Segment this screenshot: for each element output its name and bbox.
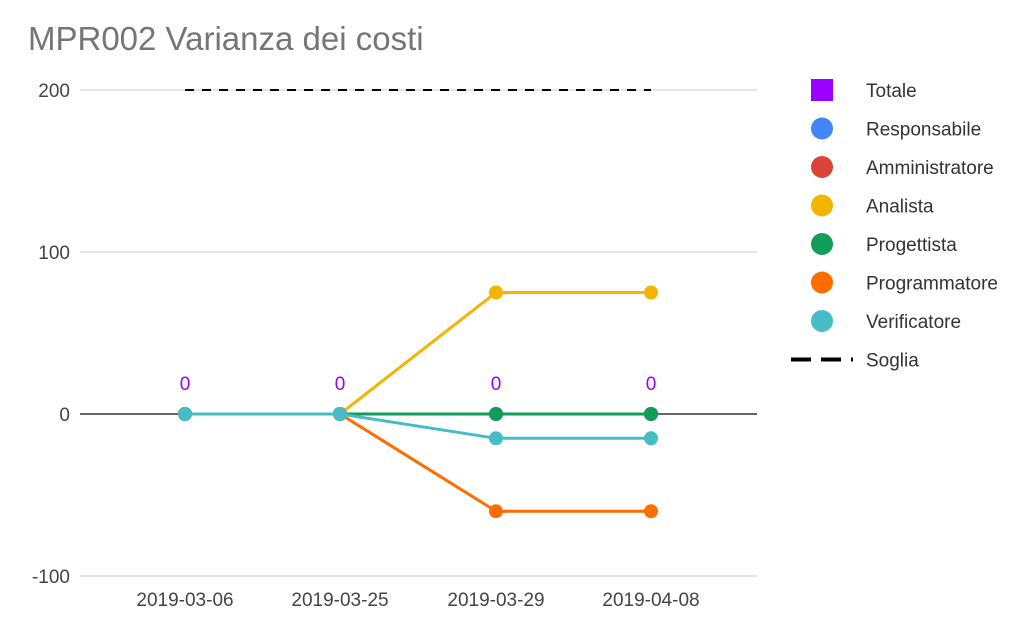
legend-label-responsabile: Responsabile xyxy=(866,120,981,141)
legend-swatch-analista xyxy=(811,194,833,217)
data-labels: 0 0 0 0 xyxy=(180,374,657,395)
legend-label-totale: Totale xyxy=(866,81,917,102)
x-tick-label: 2019-04-08 xyxy=(602,590,699,611)
legend-swatch-responsabile xyxy=(811,117,833,140)
series-line-analista xyxy=(185,291,651,416)
legend-label-analista: Analista xyxy=(866,197,934,218)
data-label: 0 xyxy=(180,374,191,395)
y-tick-label: 200 xyxy=(38,81,70,102)
x-tick-label: 2019-03-25 xyxy=(291,590,388,611)
data-point-verificatore xyxy=(178,407,192,421)
legend-label-soglia: Soglia xyxy=(866,351,919,372)
series xyxy=(178,89,658,519)
data-point-analista xyxy=(489,285,503,300)
data-point-progettista xyxy=(489,407,503,421)
data-label: 0 xyxy=(646,374,657,395)
data-point-analista xyxy=(644,285,658,300)
series-line-verificatore xyxy=(185,412,651,440)
data-point-verificatore xyxy=(489,431,503,446)
data-point-programmatore xyxy=(644,504,658,519)
x-tick-label: 2019-03-06 xyxy=(136,590,233,611)
legend-label-programmatore: Programmatore xyxy=(866,274,998,295)
data-point-verificatore xyxy=(333,407,347,421)
data-point-progettista xyxy=(644,407,658,421)
data-label: 0 xyxy=(335,374,346,395)
legend: Totale Responsabile Amministratore Analista… xyxy=(791,79,998,372)
y-tick-label: -100 xyxy=(32,567,70,588)
data-label: 0 xyxy=(491,374,502,395)
legend-swatch-programmatore xyxy=(811,271,833,294)
y-tick-label: 100 xyxy=(38,243,70,264)
legend-swatch-verificatore xyxy=(811,310,833,332)
gridlines xyxy=(80,89,757,577)
legend-swatch-progettista xyxy=(811,233,833,255)
data-point-programmatore xyxy=(489,504,503,519)
axis-labels: -100 0 100 200 2019-03-06 2019-03-25 2019-03-2… xyxy=(32,81,700,611)
legend-swatch-amministratore xyxy=(811,156,833,178)
series-line-programmatore xyxy=(185,412,651,513)
x-tick-label: 2019-03-29 xyxy=(447,590,544,611)
data-point-verificatore xyxy=(644,431,658,446)
legend-label-verificatore: Verificatore xyxy=(866,312,961,333)
legend-label-amministratore: Amministratore xyxy=(866,158,994,179)
chart-title: MPR002 Varianza dei costi xyxy=(28,20,424,57)
y-tick-label: 0 xyxy=(59,405,70,426)
legend-label-progettista: Progettista xyxy=(866,235,957,256)
legend-swatch-totale xyxy=(811,79,833,101)
